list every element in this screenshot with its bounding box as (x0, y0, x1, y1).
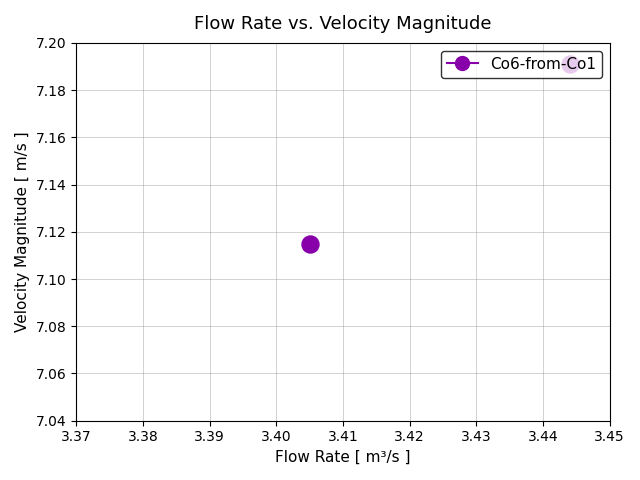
Point (564, 60, 575, 68)
X-axis label: Flow Rate [ m³/s ]: Flow Rate [ m³/s ] (275, 450, 411, 465)
Point (305, 240, 315, 248)
Legend: Co6-from-Co1: Co6-from-Co1 (441, 50, 602, 78)
Y-axis label: Velocity Magnitude [ m/s ]: Velocity Magnitude [ m/s ] (15, 132, 30, 332)
Title: Flow Rate vs. Velocity Magnitude: Flow Rate vs. Velocity Magnitude (194, 15, 492, 33)
